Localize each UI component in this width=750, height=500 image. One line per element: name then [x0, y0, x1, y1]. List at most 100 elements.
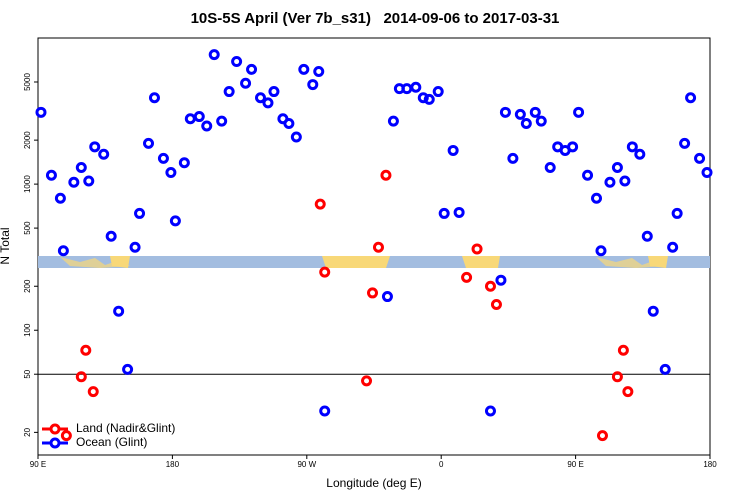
- y-tick-label: 1000: [23, 175, 32, 193]
- point: [134, 207, 146, 219]
- point: [701, 167, 713, 179]
- y-tick-label: 500: [23, 221, 32, 235]
- point: [68, 176, 80, 188]
- point: [255, 92, 267, 104]
- point: [535, 115, 547, 127]
- point: [447, 144, 459, 156]
- point: [105, 230, 117, 242]
- point: [617, 344, 629, 356]
- point: [461, 271, 473, 283]
- point: [290, 131, 302, 143]
- y-tick-label: 200: [23, 279, 32, 293]
- point: [262, 97, 274, 109]
- point: [514, 108, 526, 120]
- point: [143, 137, 155, 149]
- x-tick-label: 180: [703, 460, 717, 469]
- point: [573, 106, 585, 118]
- point: [417, 92, 429, 104]
- y-axis-label: N Total: [0, 227, 12, 264]
- point: [89, 141, 101, 153]
- point: [216, 115, 228, 127]
- point: [83, 175, 95, 187]
- point: [165, 167, 177, 179]
- point: [313, 65, 325, 77]
- point: [484, 280, 496, 292]
- plot-frame: [37, 37, 711, 456]
- point: [659, 363, 671, 375]
- point: [113, 305, 125, 317]
- point: [201, 120, 213, 132]
- x-tick-label: 180: [166, 460, 180, 469]
- point: [307, 79, 319, 91]
- point: [567, 141, 579, 153]
- point: [667, 241, 679, 253]
- point: [268, 86, 280, 98]
- point: [319, 405, 331, 417]
- point: [544, 161, 556, 173]
- y-tick-label: 50: [23, 369, 32, 378]
- point: [438, 207, 450, 219]
- point: [432, 86, 444, 98]
- point: [671, 207, 683, 219]
- point: [98, 148, 110, 160]
- point: [471, 243, 483, 255]
- point: [231, 56, 243, 68]
- legend-label: Land (Nadir&Glint): [76, 421, 175, 435]
- point: [314, 198, 326, 210]
- point: [622, 386, 634, 398]
- point: [240, 77, 252, 89]
- point: [453, 206, 465, 218]
- point: [387, 115, 399, 127]
- point: [611, 371, 623, 383]
- y-tick-label: 2000: [23, 131, 32, 149]
- point: [582, 169, 594, 181]
- point: [604, 176, 616, 188]
- point: [361, 375, 373, 387]
- point: [319, 266, 331, 278]
- x-tick-label: 90 E: [567, 460, 583, 469]
- point: [178, 157, 190, 169]
- point: [367, 287, 379, 299]
- point: [169, 215, 181, 227]
- point: [80, 344, 92, 356]
- point: [634, 148, 646, 160]
- point: [596, 430, 608, 442]
- point: [484, 405, 496, 417]
- point: [679, 137, 691, 149]
- y-tick-label: 100: [23, 323, 32, 337]
- map-strip: [38, 256, 710, 268]
- point: [490, 299, 502, 311]
- point: [499, 106, 511, 118]
- point: [157, 152, 169, 164]
- point: [381, 291, 393, 303]
- point: [619, 175, 631, 187]
- point: [57, 245, 69, 257]
- y-tick-label: 5000: [23, 73, 32, 91]
- point: [60, 430, 72, 442]
- y-tick-label: 20: [23, 427, 32, 436]
- legend-marker: [49, 423, 61, 435]
- point: [122, 363, 134, 375]
- point: [495, 274, 507, 286]
- point: [380, 169, 392, 181]
- point: [223, 86, 235, 98]
- point: [423, 93, 435, 105]
- point: [298, 63, 310, 75]
- point: [45, 169, 57, 181]
- x-tick-label: 90 E: [30, 460, 46, 469]
- point: [595, 245, 607, 257]
- point: [372, 241, 384, 253]
- point: [246, 63, 258, 75]
- point: [208, 49, 220, 61]
- x-tick-label: 90 W: [297, 460, 316, 469]
- point: [529, 106, 541, 118]
- x-axis-label: Longitude (deg E): [326, 476, 421, 490]
- point: [611, 161, 623, 173]
- chart-title: 10S-5S April (Ver 7b_s31) 2014-09-06 to …: [191, 10, 560, 27]
- point: [193, 111, 205, 123]
- point: [626, 141, 638, 153]
- legend-label: Ocean (Glint): [76, 435, 147, 449]
- point: [283, 117, 295, 129]
- point: [75, 161, 87, 173]
- point: [694, 152, 706, 164]
